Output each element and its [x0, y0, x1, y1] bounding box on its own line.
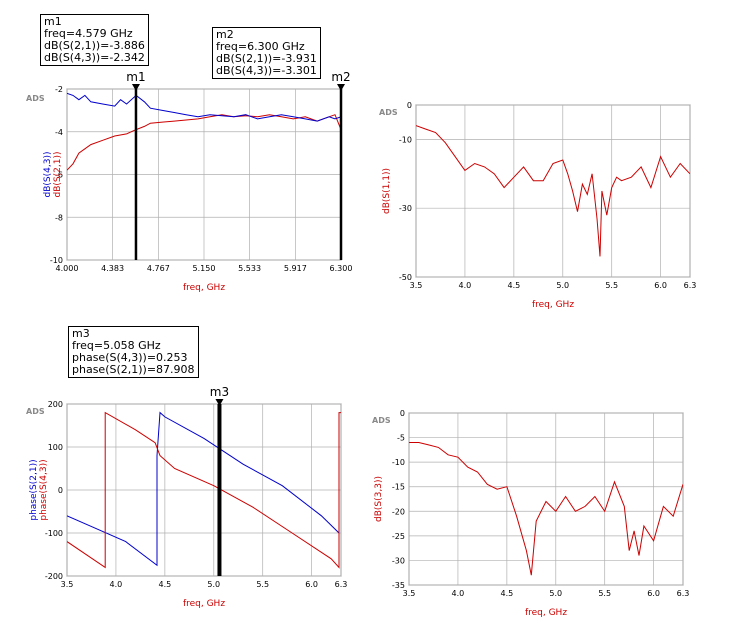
x-tick-label: 3.5: [410, 281, 423, 290]
marker-m3-s21: phase(S(2,1))=87.908: [72, 363, 195, 376]
series-line-1: [416, 125, 690, 257]
marker-m3-freq: freq=5.058 GHz: [72, 339, 161, 352]
y-tick-label: -10: [399, 135, 412, 144]
y-axis-label: dB(S(4,3)): [43, 152, 53, 198]
chart-1: ADS 4.000 4.383 4.767 5.150 5.533 5.917 6.300 -2…: [26, 70, 352, 293]
series-line-2: [67, 411, 341, 569]
y-tick-label: -4: [55, 128, 63, 137]
marker-m1-freq: freq=4.579 GHz: [44, 27, 133, 40]
plot-frame: [408, 412, 684, 586]
y-tick-label: -100: [45, 529, 63, 538]
marker-m1-s43: dB(S(4,3))=-2.342: [44, 51, 145, 64]
chart-3: ADS 3.5 4.0 4.5 5.0 5.5 6.0 6.3 200 100 0 -100 -200 f…: [26, 385, 347, 609]
marker-triangle-m1[interactable]: [131, 84, 140, 91]
y-axis-label: dB(S(2,1)): [53, 152, 63, 198]
x-axis-label: freq, GHz: [525, 608, 567, 618]
y-axis-label: phase(S(4,3)): [39, 459, 49, 520]
marker-m1-readout: m1 freq=4.579 GHz dB(S(2,1))=-3.886 dB(S…: [40, 14, 149, 66]
x-axis-label: freq, GHz: [183, 283, 225, 293]
x-tick-label: 6.3: [684, 281, 697, 290]
x-tick-label: 3.5: [61, 580, 74, 589]
ads-label: ADS: [372, 416, 391, 425]
y-tick-label: 200: [48, 400, 63, 409]
x-tick-label: 5.5: [256, 580, 269, 589]
y-tick-label: -25: [392, 532, 405, 541]
marker-label-m1: m1: [126, 70, 145, 84]
y-tick-label: -5: [397, 434, 405, 443]
y-tick-label: -20: [392, 507, 405, 516]
marker-triangle-m2[interactable]: [337, 84, 345, 91]
y-tick-label: -2: [55, 85, 63, 94]
x-tick-label: 5.5: [598, 589, 611, 598]
x-tick-label: 5.533: [238, 264, 261, 273]
ads-label: ADS: [379, 108, 398, 117]
x-tick-label: 5.917: [284, 264, 307, 273]
x-tick-label: 5.150: [193, 264, 216, 273]
ads-label: ADS: [26, 94, 45, 103]
x-tick-label: 5.0: [207, 580, 220, 589]
y-tick-label: 0: [400, 409, 405, 418]
y-tick-label: -6: [55, 171, 63, 180]
chart-2: ADS 3.5 4.0 4.5 5.0 5.5 6.0 6.3 0 -10 -30 -50 freq, …: [379, 101, 696, 310]
x-tick-label: 6.0: [647, 589, 660, 598]
x-tick-label: 4.383: [101, 264, 124, 273]
x-tick-label: 4.0: [459, 281, 472, 290]
y-tick-label: -50: [399, 273, 412, 282]
marker-triangle-m3[interactable]: [215, 399, 224, 406]
y-tick-label: -30: [399, 204, 412, 213]
x-tick-label: 4.0: [452, 589, 465, 598]
x-tick-label: 6.0: [305, 580, 318, 589]
series-line-1: [67, 411, 340, 567]
x-axis-label: freq, GHz: [183, 599, 225, 609]
y-tick-label: -200: [45, 572, 63, 581]
y-tick-label: -10: [50, 256, 63, 265]
x-tick-label: 4.5: [500, 589, 513, 598]
ads-label: ADS: [26, 407, 45, 416]
y-tick-label: -10: [392, 458, 405, 467]
marker-m2-s43: dB(S(4,3))=-3.301: [216, 64, 317, 77]
marker-m3-name: m3: [72, 327, 90, 340]
marker-label-m3: m3: [210, 385, 229, 399]
marker-m2-readout: m2 freq=6.300 GHz dB(S(2,1))=-3.931 dB(S…: [212, 27, 321, 79]
y-tick-label: -35: [392, 581, 405, 590]
y-tick-label: 0: [407, 101, 412, 110]
y-tick-label: -8: [55, 213, 63, 222]
marker-m3-s43: phase(S(4,3))=0.253: [72, 351, 188, 364]
marker-m2-freq: freq=6.300 GHz: [216, 40, 305, 53]
x-tick-label: 3.5: [403, 589, 416, 598]
y-tick-label: -15: [392, 483, 405, 492]
series-line-1: [409, 442, 683, 576]
x-tick-label: 4.5: [158, 580, 171, 589]
x-tick-label: 6.3: [335, 580, 348, 589]
x-tick-label: 6.3: [677, 589, 690, 598]
marker-m2-name: m2: [216, 28, 234, 41]
x-tick-label: 6.0: [654, 281, 667, 290]
marker-m2-s21: dB(S(2,1))=-3.931: [216, 52, 317, 65]
x-tick-label: 4.000: [56, 264, 79, 273]
plot-frame: [415, 104, 691, 278]
x-tick-label: 4.0: [110, 580, 123, 589]
x-tick-label: 4.5: [507, 281, 520, 290]
y-tick-label: 0: [58, 486, 63, 495]
y-axis-label: dB(S(1,1)): [382, 168, 392, 214]
chart-4: ADS 3.5 4.0 4.5 5.0 5.5 6.0 6.3 0 -5 -10 -15 -20 -25 -…: [372, 409, 689, 618]
x-tick-label: 5.0: [556, 281, 569, 290]
y-tick-label: -30: [392, 556, 405, 565]
y-axis-label: phase(S(2,1)): [29, 459, 39, 520]
y-axis-label: dB(S(3,3)): [374, 476, 384, 522]
x-tick-label: 5.5: [605, 281, 618, 290]
series-line-2: [67, 92, 341, 122]
marker-m1-name: m1: [44, 15, 62, 28]
y-tick-label: 100: [48, 443, 63, 452]
x-axis-label: freq, GHz: [532, 300, 574, 310]
x-tick-label: 5.0: [549, 589, 562, 598]
marker-label-m2: m2: [331, 70, 350, 84]
marker-m1-s21: dB(S(2,1))=-3.886: [44, 39, 145, 52]
x-tick-label: 6.300: [330, 264, 353, 273]
marker-m3-readout: m3 freq=5.058 GHz phase(S(4,3))=0.253 ph…: [68, 326, 199, 378]
x-tick-label: 4.767: [147, 264, 170, 273]
